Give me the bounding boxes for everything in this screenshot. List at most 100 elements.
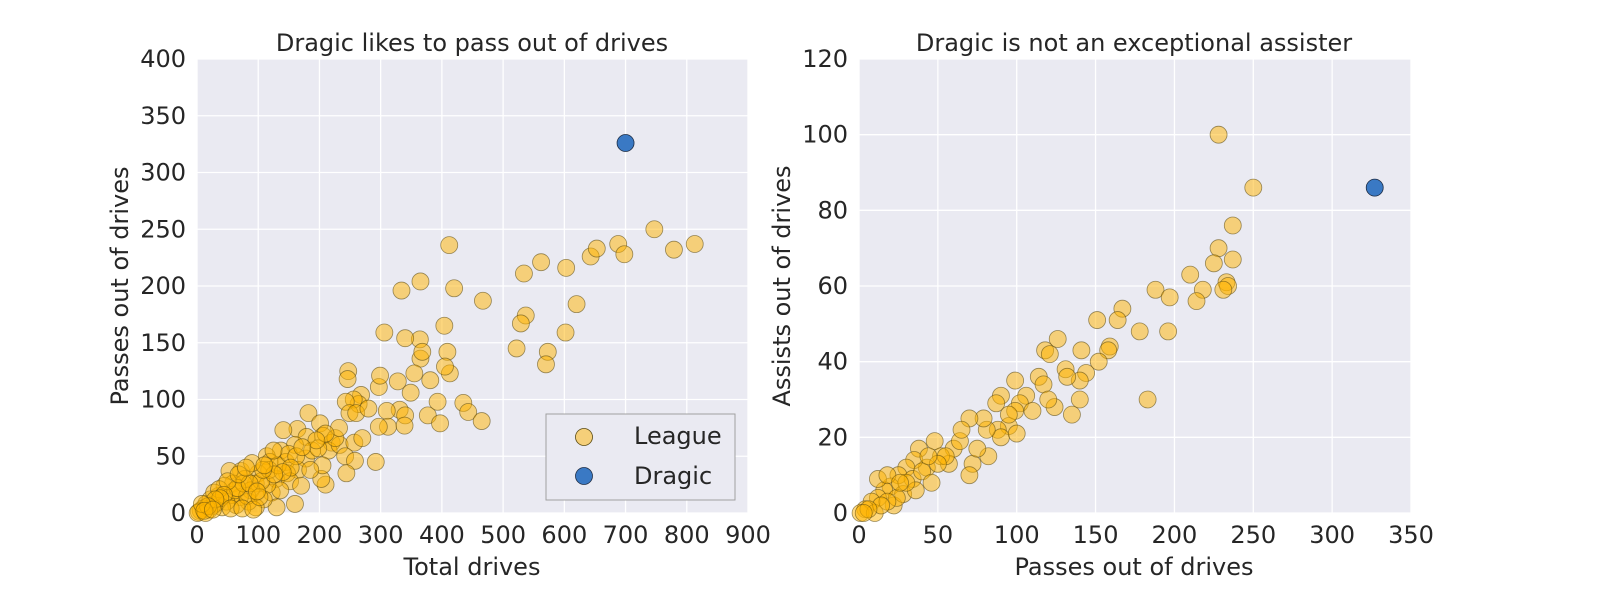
league-point — [1048, 330, 1067, 348]
league-point — [557, 258, 576, 277]
y-axis-label: Passes out of drives — [106, 167, 134, 406]
y-tick-label: 200 — [140, 272, 186, 300]
x-tick-label: 600 — [541, 521, 587, 549]
dragic-point — [1365, 178, 1384, 197]
chart-drives-vs-passes: 0 100 200 300 400 500 600 700 800 900 0 50 100 150 200… — [106, 29, 771, 581]
league-point — [401, 383, 420, 402]
y-tick-label: 150 — [140, 329, 186, 357]
league-point — [1146, 280, 1165, 299]
league-point — [1187, 292, 1206, 311]
x-tick-label: 300 — [358, 521, 404, 549]
league-point — [1223, 216, 1242, 235]
y-tick-label: 250 — [140, 215, 186, 243]
league-point — [274, 421, 293, 440]
league-point — [459, 403, 478, 421]
tick-labels: 0 50 100 150 200 250 300 350 0 20 40 60 80 100 120 — [802, 45, 1434, 549]
league-point — [438, 342, 457, 361]
league-point — [301, 460, 320, 479]
league-point — [1039, 390, 1058, 409]
league-point — [1209, 125, 1228, 144]
league-point — [537, 355, 555, 374]
league-point — [1088, 311, 1107, 329]
league-point — [299, 404, 318, 423]
data-points — [188, 134, 704, 522]
x-tick-label: 0 — [189, 521, 204, 549]
league-point — [1214, 280, 1233, 299]
league-point — [428, 392, 447, 411]
chart-passes-vs-assists: 0 50 100 150 200 250 300 350 0 20 40 60 80 100 120 Dra… — [768, 29, 1434, 581]
league-point — [369, 417, 388, 436]
league-point — [375, 323, 394, 342]
league-point — [371, 366, 389, 385]
x-tick-label: 100 — [994, 521, 1040, 549]
league-point — [891, 473, 909, 492]
x-tick-label: 150 — [1073, 521, 1119, 549]
x-tick-label: 50 — [923, 521, 954, 549]
league-point — [255, 456, 274, 475]
league-point — [413, 342, 432, 361]
league-point — [1070, 390, 1089, 409]
league-point — [1023, 401, 1042, 420]
league-point — [952, 420, 971, 439]
x-axis-label: Passes out of drives — [1015, 553, 1254, 581]
league-point — [421, 371, 440, 390]
league-point — [346, 451, 364, 470]
x-tick-label: 100 — [235, 521, 281, 549]
league-point — [999, 405, 1018, 424]
legend-box — [545, 413, 736, 501]
legend: League Dragic — [545, 413, 736, 501]
x-tick-label: 300 — [1309, 521, 1355, 549]
league-point — [925, 432, 944, 451]
league-point — [1159, 322, 1178, 341]
league-point — [237, 458, 255, 477]
y-tick-label: 40 — [817, 348, 848, 376]
league-point — [968, 439, 987, 458]
data-points — [851, 125, 1384, 522]
y-tick-label: 400 — [140, 45, 186, 73]
league-point — [337, 464, 356, 483]
y-axis-label: Assists out of drives — [768, 165, 796, 406]
league-point — [1089, 352, 1108, 371]
league-point — [359, 399, 378, 418]
league-point — [1209, 239, 1228, 258]
y-tick-label: 100 — [802, 121, 848, 149]
x-tick-label: 500 — [480, 521, 526, 549]
x-tick-label: 350 — [1388, 521, 1434, 549]
y-tick-label: 80 — [817, 196, 848, 224]
league-point — [377, 401, 396, 420]
league-point — [286, 495, 304, 513]
league-point — [1204, 254, 1223, 273]
y-tick-label: 100 — [140, 386, 186, 414]
league-point — [515, 264, 533, 283]
legend-label-dragic: Dragic — [634, 462, 712, 490]
league-point — [472, 412, 491, 430]
league-point — [366, 453, 385, 471]
league-point — [960, 466, 979, 485]
league-point — [396, 329, 415, 348]
league-point — [1160, 288, 1179, 307]
x-tick-label: 700 — [603, 521, 649, 549]
x-tick-label: 900 — [725, 521, 771, 549]
league-point — [353, 429, 372, 447]
league-point — [292, 476, 310, 495]
league-point — [587, 239, 606, 258]
league-point — [1007, 424, 1026, 443]
legend-label-league: League — [634, 422, 722, 450]
league-point — [435, 316, 454, 335]
y-tick-label: 0 — [833, 499, 848, 527]
league-point — [392, 281, 411, 300]
league-point — [1072, 341, 1091, 360]
x-tick-label: 200 — [1152, 521, 1198, 549]
league-point — [1130, 322, 1149, 341]
league-point — [1244, 178, 1263, 197]
x-tick-label: 200 — [297, 521, 343, 549]
legend-marker-league — [575, 428, 593, 446]
league-point — [665, 240, 683, 259]
league-point — [445, 279, 464, 298]
x-tick-label: 800 — [664, 521, 710, 549]
league-point — [436, 357, 454, 376]
league-point — [1108, 311, 1127, 329]
gridlines — [858, 58, 1412, 514]
league-point — [267, 498, 286, 517]
